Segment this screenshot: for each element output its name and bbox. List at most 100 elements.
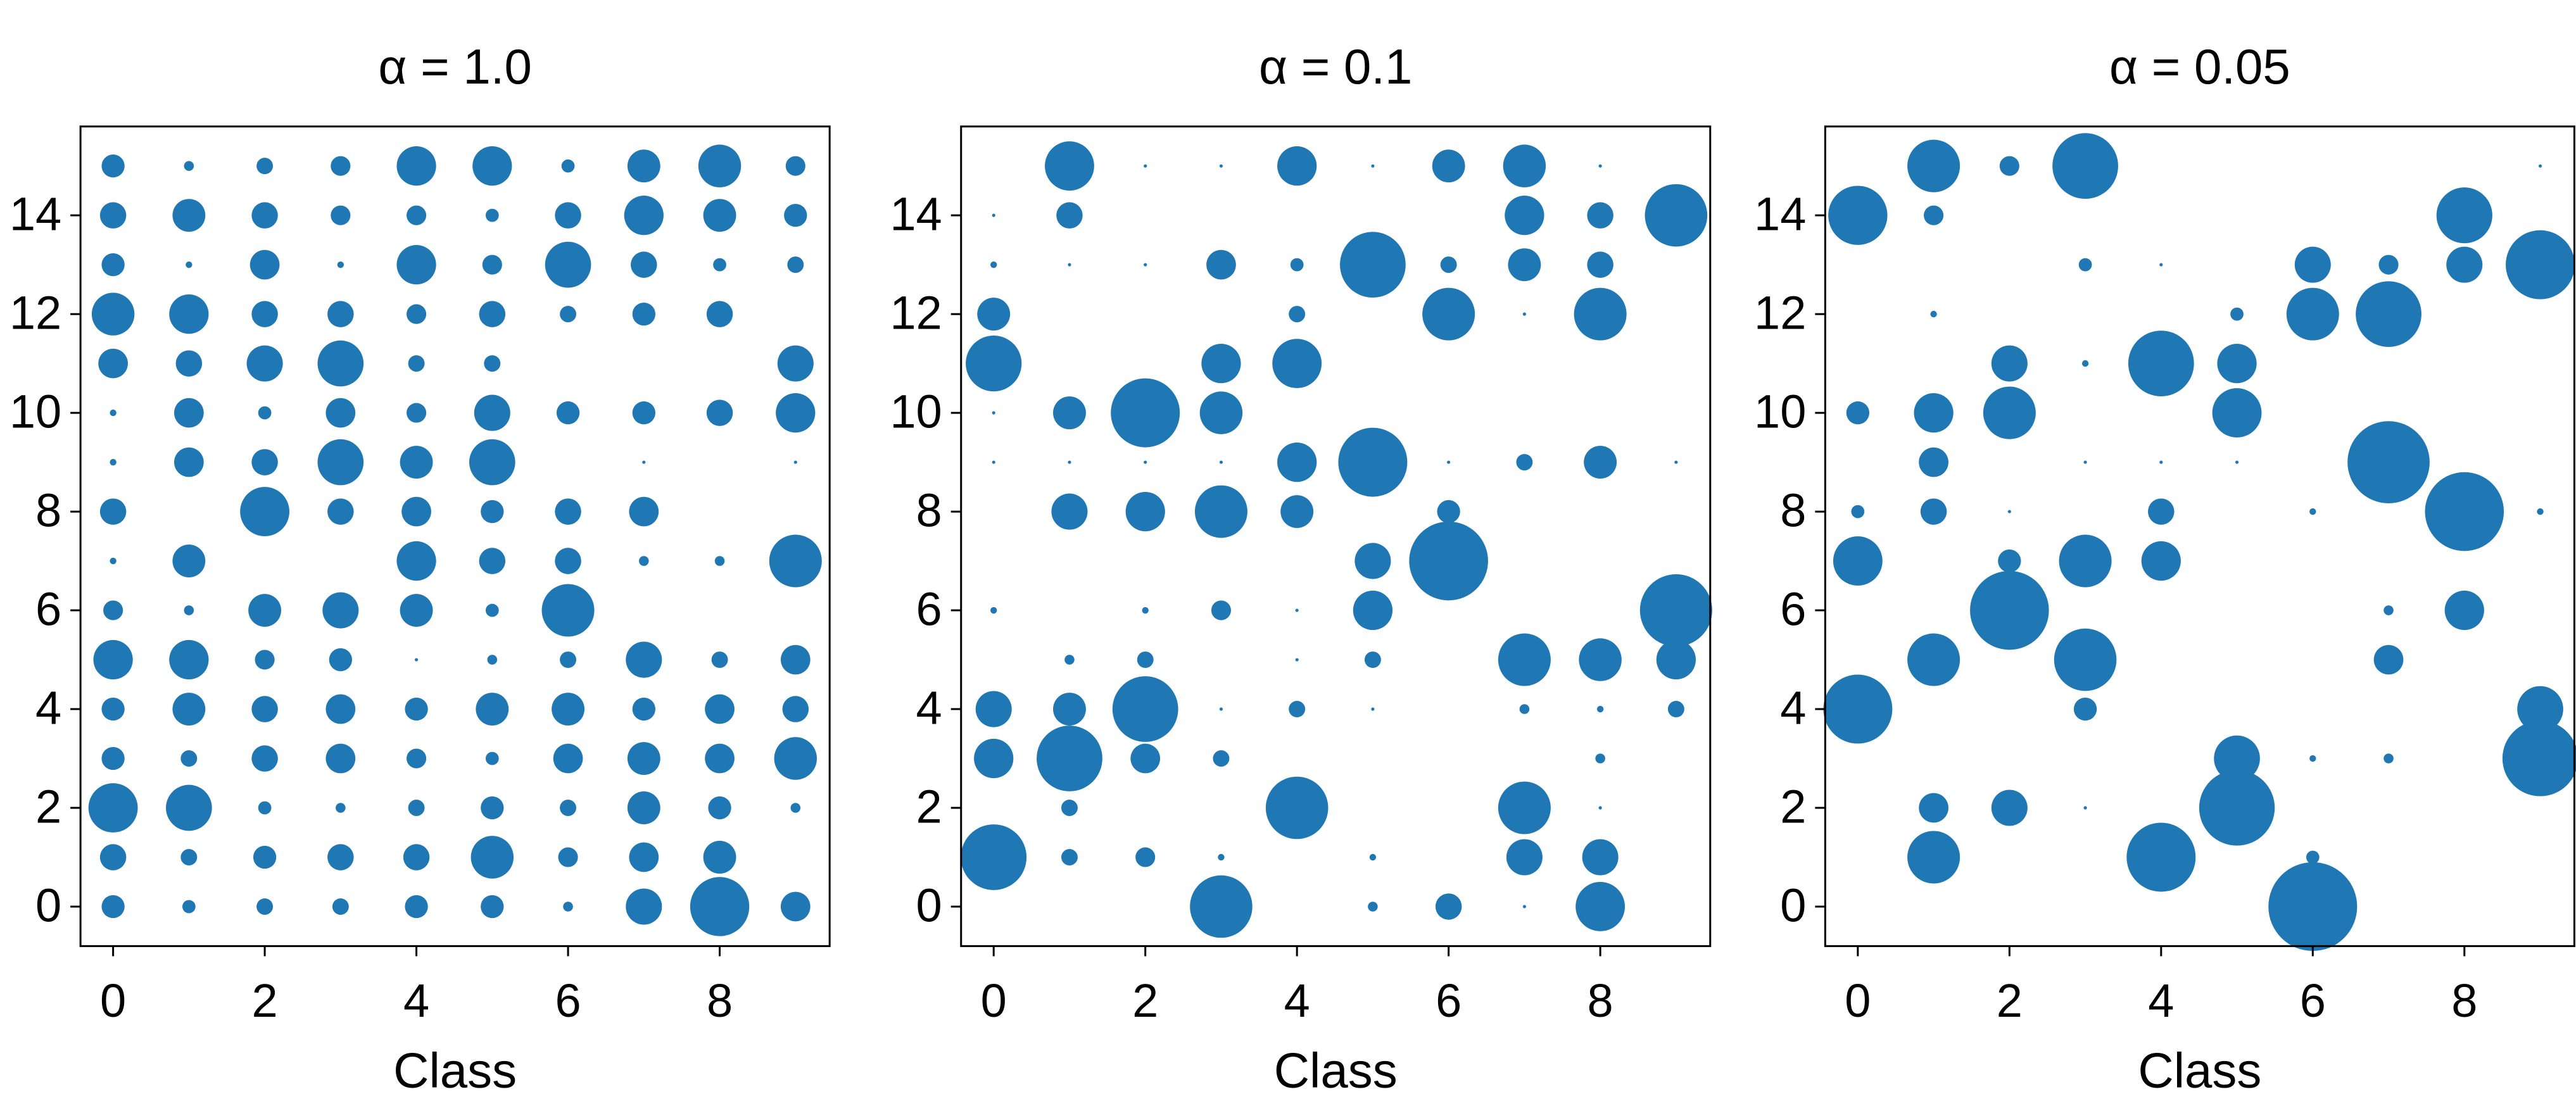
bubble xyxy=(2306,850,2320,864)
bubble xyxy=(1598,164,1602,168)
bubble xyxy=(110,458,117,466)
bubble xyxy=(2517,686,2563,733)
bubble xyxy=(1422,287,1475,341)
bubble xyxy=(1639,574,1712,647)
bubble xyxy=(2230,307,2244,321)
bubble xyxy=(1053,396,1086,430)
bubble xyxy=(1579,638,1622,681)
x-tick-label: 8 xyxy=(707,974,733,1027)
bubble xyxy=(639,556,649,566)
bubble xyxy=(1364,651,1381,669)
bubble xyxy=(2083,806,2087,810)
bubble xyxy=(1498,633,1551,686)
bubble xyxy=(2212,388,2262,438)
bubble xyxy=(629,496,659,527)
y-tick-label: 12 xyxy=(1754,287,1806,339)
bubble xyxy=(769,534,822,588)
bubble xyxy=(469,439,515,486)
bubble xyxy=(2502,720,2576,796)
y-tick-label: 14 xyxy=(1754,188,1806,241)
bubble xyxy=(2159,460,2163,464)
bubble xyxy=(101,895,125,919)
bubble xyxy=(2537,508,2544,515)
bubble xyxy=(482,255,502,275)
bubble xyxy=(1144,164,1147,168)
bubble xyxy=(1519,704,1530,714)
x-axis-label: Class xyxy=(393,1042,517,1098)
bubble xyxy=(1053,693,1086,726)
bubble xyxy=(1265,776,1329,839)
bubble xyxy=(560,800,577,816)
bubble xyxy=(1219,460,1223,464)
bubble xyxy=(1295,658,1299,662)
bubble xyxy=(1920,498,1947,525)
bubble xyxy=(1991,345,2028,382)
bubble xyxy=(1582,839,1619,876)
bubble xyxy=(1930,310,1937,318)
bubble xyxy=(470,836,514,879)
bubble xyxy=(1144,263,1147,267)
bubble xyxy=(1498,781,1551,834)
x-tick-label: 6 xyxy=(1436,974,1462,1027)
bubble xyxy=(1505,196,1544,236)
bubble xyxy=(332,898,349,915)
bubble xyxy=(172,199,206,232)
bubble xyxy=(555,548,581,574)
bubble xyxy=(184,161,194,171)
bubble xyxy=(1907,633,1960,686)
bubble xyxy=(711,651,728,669)
bubble xyxy=(2436,187,2492,244)
bubble xyxy=(253,845,277,869)
bubble xyxy=(251,301,278,327)
bubble xyxy=(1354,543,1391,579)
bubble xyxy=(101,154,125,178)
bubble xyxy=(1051,493,1088,530)
x-tick-label: 4 xyxy=(2148,974,2174,1027)
bubble xyxy=(327,844,354,871)
bubble xyxy=(977,298,1011,331)
bubble xyxy=(2235,460,2239,464)
bubble xyxy=(1338,427,1408,497)
x-tick-label: 4 xyxy=(1284,974,1310,1027)
bubble xyxy=(2309,755,2316,762)
bubble xyxy=(408,800,425,816)
bubble xyxy=(249,249,280,280)
bubble xyxy=(992,411,995,415)
bubble xyxy=(2286,287,2339,341)
bubble xyxy=(706,301,733,327)
bubble xyxy=(481,500,504,524)
bubble xyxy=(1575,882,1626,931)
bubble xyxy=(1219,707,1223,711)
bubble xyxy=(1587,251,1613,278)
bubble xyxy=(1584,446,1617,479)
bubble xyxy=(1998,549,2021,573)
y-tick-label: 12 xyxy=(890,287,942,339)
bubble xyxy=(251,696,278,722)
bubble xyxy=(2217,343,2257,384)
bubble xyxy=(2425,472,2504,551)
bubble xyxy=(1135,847,1156,867)
bubble xyxy=(2446,246,2483,283)
bubble xyxy=(705,743,735,774)
bubble xyxy=(698,144,742,187)
bubble xyxy=(776,393,816,433)
bubble xyxy=(1201,343,1241,384)
bubble xyxy=(110,409,117,417)
bubble xyxy=(172,544,206,578)
bubble xyxy=(256,898,274,915)
bubble xyxy=(246,345,283,382)
bubble xyxy=(1440,256,1457,274)
y-tick-label: 0 xyxy=(1780,879,1806,932)
bubble xyxy=(1369,853,1377,861)
y-tick-label: 4 xyxy=(916,682,942,734)
bubble xyxy=(101,253,125,277)
bubble xyxy=(1111,378,1180,448)
bubble xyxy=(2141,541,2181,581)
bubble xyxy=(553,743,583,774)
x-tick-label: 6 xyxy=(2300,974,2326,1027)
bubble xyxy=(706,399,733,426)
bubble xyxy=(251,449,278,475)
bubble xyxy=(2083,460,2087,464)
bubble xyxy=(479,548,506,574)
